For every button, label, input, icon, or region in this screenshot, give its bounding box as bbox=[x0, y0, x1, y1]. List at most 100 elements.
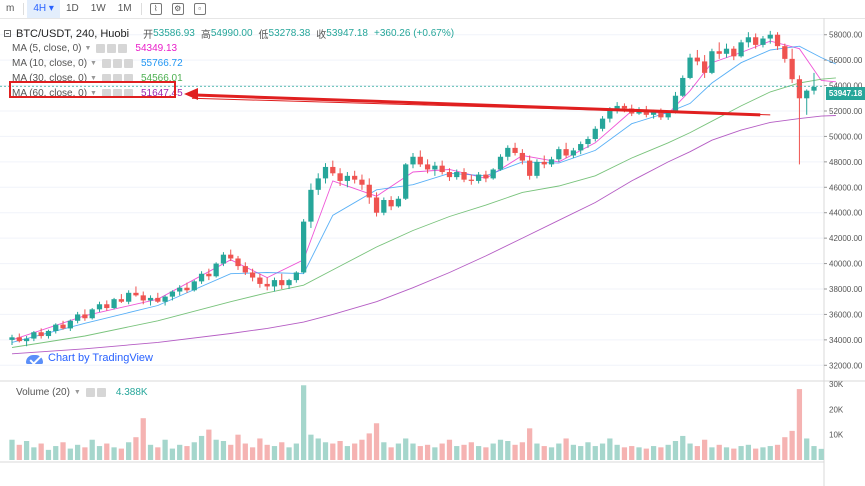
candle-body bbox=[410, 156, 416, 165]
candle-body bbox=[118, 299, 124, 302]
candle-body bbox=[155, 297, 161, 302]
indicators-icon[interactable]: ⚙ bbox=[171, 3, 184, 15]
gear-icon[interactable] bbox=[112, 74, 122, 83]
volume-bar bbox=[468, 442, 474, 460]
candle-body bbox=[388, 200, 394, 207]
candle-body bbox=[126, 292, 132, 302]
volume-bar bbox=[621, 447, 628, 460]
eye-icon[interactable] bbox=[101, 89, 111, 98]
interval-1w-button[interactable]: 1W bbox=[90, 3, 106, 14]
volume-bar bbox=[60, 442, 66, 460]
volume-bar bbox=[548, 447, 555, 460]
price-tick-label: 32000.00 bbox=[829, 361, 863, 370]
close-icon[interactable] bbox=[118, 44, 128, 53]
interval-4h-button[interactable]: 4H ▾ bbox=[27, 0, 60, 18]
candle-body bbox=[249, 272, 256, 278]
volume-bar bbox=[490, 443, 496, 460]
candle-body bbox=[177, 287, 183, 292]
volume-bar bbox=[315, 438, 321, 460]
ma-legend-row[interactable]: MA (5, close, 0) ▼ 54349.13 bbox=[4, 41, 454, 56]
gear-icon[interactable] bbox=[112, 59, 122, 68]
candle-body bbox=[279, 280, 285, 286]
candle-body bbox=[293, 272, 299, 281]
gear-icon[interactable] bbox=[85, 388, 95, 397]
close-icon[interactable] bbox=[123, 59, 133, 68]
close-icon[interactable] bbox=[123, 89, 133, 98]
candle-body bbox=[731, 48, 737, 57]
close-icon[interactable] bbox=[96, 388, 106, 397]
volume-bar bbox=[45, 449, 52, 460]
volume-bar bbox=[279, 442, 285, 460]
eye-icon[interactable] bbox=[101, 59, 111, 68]
chevron-down-icon[interactable]: ▼ bbox=[84, 45, 92, 52]
compare-icon[interactable]: ▫ bbox=[193, 3, 206, 15]
candlesticks bbox=[9, 30, 817, 347]
volume-bar bbox=[643, 448, 649, 460]
volume-bar bbox=[774, 444, 781, 460]
volume-bar bbox=[410, 443, 416, 460]
eye-icon[interactable] bbox=[96, 44, 106, 53]
ma-legend-row[interactable]: MA (30, close, 0) ▼ 54566.01 bbox=[4, 71, 454, 86]
annotation-highlight-box bbox=[9, 81, 176, 98]
candle-body bbox=[381, 200, 387, 213]
close-icon[interactable] bbox=[123, 74, 133, 83]
volume-bar bbox=[592, 446, 598, 460]
volume-bar bbox=[293, 443, 299, 460]
candle-body bbox=[716, 51, 722, 54]
chevron-down-icon[interactable]: ▼ bbox=[90, 90, 97, 97]
volume-bar bbox=[155, 447, 161, 460]
volume-bar bbox=[147, 444, 154, 460]
low-label: 低 bbox=[258, 30, 269, 41]
volume-bar bbox=[220, 441, 227, 460]
volume-bar bbox=[23, 441, 30, 460]
high-value: 54990.00 bbox=[210, 28, 253, 39]
candle-body bbox=[789, 58, 795, 80]
candle-body bbox=[811, 86, 817, 91]
bar-style-icon[interactable]: ⌇ bbox=[149, 3, 162, 15]
volume-bar bbox=[53, 446, 59, 460]
candle-body bbox=[286, 280, 292, 286]
volume-bar bbox=[796, 389, 803, 460]
interval-minutes-button[interactable]: m bbox=[6, 3, 15, 14]
volume-bar bbox=[198, 435, 205, 460]
gear-icon[interactable] bbox=[107, 44, 117, 53]
volume-bar bbox=[191, 442, 197, 460]
candle-body bbox=[169, 291, 176, 297]
volume-bar bbox=[104, 443, 110, 460]
candle-body bbox=[264, 283, 270, 287]
volume-bar bbox=[614, 444, 620, 460]
volume-bar bbox=[322, 442, 329, 460]
candle-body bbox=[330, 166, 336, 174]
candle-body bbox=[74, 314, 81, 321]
tradingview-watermark[interactable]: Chart by TradingView bbox=[26, 352, 153, 364]
volume-bar bbox=[184, 446, 190, 460]
ma-label: MA (60, close, 0) bbox=[12, 88, 88, 99]
volume-bar bbox=[286, 447, 292, 460]
chevron-down-icon[interactable]: ▼ bbox=[90, 75, 97, 82]
candle-body bbox=[9, 337, 15, 340]
candle-body bbox=[541, 161, 547, 165]
chevron-down-icon[interactable]: ▼ bbox=[90, 60, 97, 67]
interval-1d-button[interactable]: 1D bbox=[65, 3, 79, 14]
candle-body bbox=[257, 277, 263, 284]
eye-icon[interactable] bbox=[101, 74, 111, 83]
close-value: 53947.18 bbox=[326, 28, 368, 39]
candle-body bbox=[694, 57, 700, 62]
open-value: 53586.93 bbox=[153, 28, 195, 39]
volume-bar bbox=[672, 441, 679, 460]
close-label: 收 bbox=[316, 30, 327, 41]
candle-body bbox=[373, 197, 380, 213]
ma-legend-row[interactable]: MA (10, close, 0) ▼ 55766.72 bbox=[4, 56, 454, 71]
gear-icon[interactable] bbox=[112, 89, 122, 98]
interval-1m-button[interactable]: 1M bbox=[117, 3, 132, 14]
collapse-icon[interactable] bbox=[4, 30, 11, 37]
candle-body bbox=[723, 48, 730, 54]
candle-body bbox=[680, 77, 686, 96]
price-tick-label: 36000.00 bbox=[829, 310, 863, 319]
chevron-down-icon[interactable]: ▼ bbox=[73, 389, 81, 396]
volume-bar bbox=[337, 441, 343, 460]
ma-legend-row[interactable]: MA (60, close, 0) ▼ 51647.45 bbox=[4, 86, 454, 101]
volume-bar bbox=[578, 446, 584, 460]
ma-value: 55766.72 bbox=[140, 58, 183, 69]
